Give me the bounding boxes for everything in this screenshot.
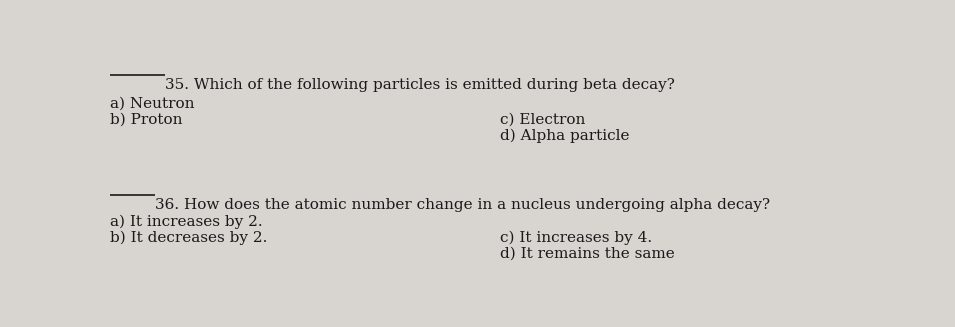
Text: b) Proton: b) Proton bbox=[110, 113, 182, 127]
Text: d) It remains the same: d) It remains the same bbox=[500, 247, 675, 261]
Text: 36. How does the atomic number change in a nucleus undergoing alpha decay?: 36. How does the atomic number change in… bbox=[155, 198, 770, 212]
Text: b) It decreases by 2.: b) It decreases by 2. bbox=[110, 231, 267, 245]
Text: d) Alpha particle: d) Alpha particle bbox=[500, 129, 629, 144]
Text: c) It increases by 4.: c) It increases by 4. bbox=[500, 231, 652, 245]
Text: 35. Which of the following particles is emitted during beta decay?: 35. Which of the following particles is … bbox=[165, 78, 675, 92]
Text: c) Electron: c) Electron bbox=[500, 113, 585, 127]
Text: a) It increases by 2.: a) It increases by 2. bbox=[110, 215, 263, 230]
Text: a) Neutron: a) Neutron bbox=[110, 97, 195, 111]
